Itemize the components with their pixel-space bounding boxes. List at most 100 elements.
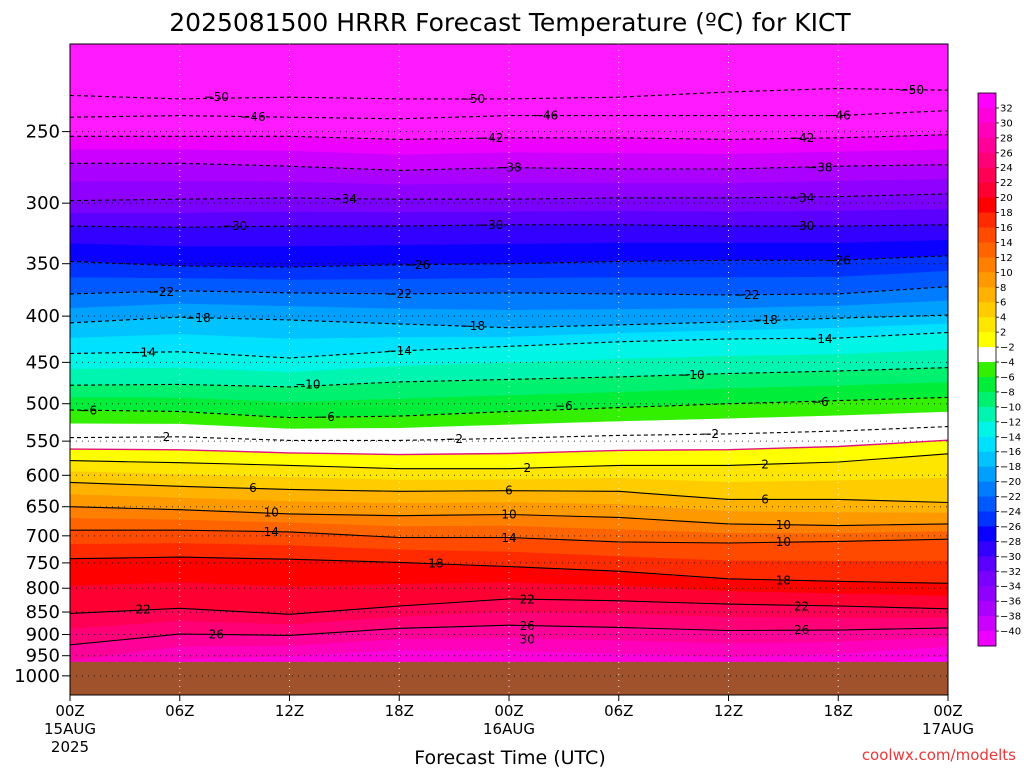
colorbar-label: −18 bbox=[1000, 462, 1021, 473]
contour-label-text: −2 bbox=[701, 427, 719, 441]
y-tick-label: 700 bbox=[26, 526, 60, 547]
colorbar-frame bbox=[977, 92, 997, 647]
freezing-level-line bbox=[70, 439, 948, 456]
y-tick-label: 600 bbox=[26, 465, 60, 486]
colorbar-segment bbox=[978, 451, 996, 468]
x-tick-date: 17AUG bbox=[922, 720, 974, 738]
contour-label-text: −42 bbox=[789, 131, 814, 145]
contour-label: 2 bbox=[761, 458, 769, 472]
contour-label: −18 bbox=[185, 311, 210, 325]
contour-label: −46 bbox=[240, 110, 265, 124]
colorbar-segment bbox=[978, 526, 996, 542]
contour-label-text: −14 bbox=[131, 346, 156, 360]
isotherm-line bbox=[70, 286, 948, 296]
isotherm-line bbox=[70, 556, 948, 584]
contour-label-text: −26 bbox=[405, 258, 430, 272]
colorbar-segment bbox=[978, 332, 996, 348]
contour-label-text: 6 bbox=[249, 481, 257, 495]
colorbar-label: 26 bbox=[1000, 148, 1013, 159]
chart-title: 2025081500 HRRR Forecast Temperature (ºC… bbox=[169, 8, 851, 37]
contour-label: −18 bbox=[460, 319, 485, 333]
contour-label: 6 bbox=[249, 481, 257, 495]
colorbar-segment bbox=[978, 257, 996, 273]
contour-label-text: 14 bbox=[501, 531, 516, 545]
contour-label-text: −50 bbox=[460, 92, 485, 106]
colorbar-label: 32 bbox=[1000, 103, 1013, 114]
contour-label-text: 2 bbox=[761, 458, 769, 472]
colorbar-label: 20 bbox=[1000, 193, 1013, 204]
contour-label: −30 bbox=[789, 219, 814, 233]
contour-label-text: −6 bbox=[317, 410, 335, 424]
isotherm-line bbox=[70, 367, 948, 388]
contour-label: 22 bbox=[794, 599, 809, 613]
contour-label-text: −34 bbox=[332, 192, 357, 206]
y-tick-label: 300 bbox=[26, 193, 60, 214]
plot-area: −50 −50 −50 −46 −46 −46 −42 −42 −38 −38 −34 −34 −30 −… bbox=[70, 44, 948, 695]
contour-label-text: 26 bbox=[520, 619, 535, 633]
contour-label: −10 bbox=[679, 368, 704, 382]
colorbar-label: −26 bbox=[1000, 522, 1021, 533]
colorbar-segment bbox=[978, 197, 996, 214]
ground-below-surface bbox=[70, 661, 948, 695]
contour-label-text: −22 bbox=[387, 287, 412, 301]
colorbar-segment bbox=[978, 212, 996, 229]
colorbar-label: 16 bbox=[1000, 223, 1013, 234]
y-tick-label: 400 bbox=[26, 306, 60, 327]
colorbar-segment bbox=[978, 391, 996, 408]
contour-label: −42 bbox=[478, 131, 503, 145]
contour-label: −26 bbox=[826, 253, 851, 267]
colorbar-label: −12 bbox=[1000, 417, 1021, 428]
colorbar-segment bbox=[978, 137, 996, 154]
isotherm-line bbox=[70, 224, 948, 228]
isotherm-line bbox=[70, 453, 948, 470]
contour-label: −18 bbox=[752, 313, 777, 327]
contour-label-text: −50 bbox=[204, 90, 229, 104]
contour-label-text: −18 bbox=[185, 311, 210, 325]
colorbar-segment bbox=[978, 227, 996, 243]
colorbar-label: −10 bbox=[1000, 402, 1021, 413]
y-tick-label: 250 bbox=[26, 122, 60, 143]
contour-label: 6 bbox=[505, 484, 513, 498]
contour-label-text: 10 bbox=[501, 507, 516, 521]
contour-label: 2 bbox=[523, 461, 531, 475]
isotherm-line bbox=[70, 481, 948, 504]
colorbar-label: 30 bbox=[1000, 118, 1013, 129]
isotherm-line bbox=[70, 529, 948, 544]
colorbar-segment bbox=[978, 317, 996, 333]
contour-label: −50 bbox=[204, 90, 229, 104]
contour-label-text: −6 bbox=[811, 395, 829, 409]
colorbar-segment bbox=[978, 272, 996, 288]
colorbar-label: −36 bbox=[1000, 597, 1021, 608]
contour-label-text: 18 bbox=[428, 556, 443, 570]
colorbar-label: 4 bbox=[1000, 313, 1006, 324]
colorbar-label: −34 bbox=[1000, 582, 1021, 593]
watermark: coolwx.com/modelts bbox=[862, 746, 1016, 764]
isotherm-line bbox=[70, 598, 948, 615]
contour-label-text: −46 bbox=[826, 109, 851, 123]
contour-label: 30 bbox=[520, 633, 535, 647]
contour-label: 26 bbox=[520, 619, 535, 633]
colorbar-label: −8 bbox=[1000, 387, 1015, 398]
colorbar-segment bbox=[978, 122, 996, 139]
ground-fill bbox=[70, 661, 948, 695]
contour-label: −34 bbox=[332, 192, 357, 206]
y-tick-label: 850 bbox=[26, 602, 60, 623]
colorbar-label: −20 bbox=[1000, 477, 1021, 488]
contour-label: −22 bbox=[387, 287, 412, 301]
y-tick-label: 500 bbox=[26, 394, 60, 415]
colorbar-label: 2 bbox=[1000, 328, 1006, 339]
contour-label: −50 bbox=[460, 92, 485, 106]
contour-label-text: 10 bbox=[264, 506, 279, 520]
colorbar-label: −30 bbox=[1000, 552, 1021, 563]
contour-label: −38 bbox=[496, 161, 521, 175]
y-tick-label: 800 bbox=[26, 578, 60, 599]
contour-label: −46 bbox=[533, 109, 558, 123]
colorbar-label: 22 bbox=[1000, 178, 1013, 189]
colorbar-label: 28 bbox=[1000, 133, 1013, 144]
contour-label-text: −2 bbox=[445, 432, 463, 446]
x-tick-date: 16AUG bbox=[483, 720, 535, 738]
contour-label-text: −6 bbox=[555, 399, 573, 413]
colorbar-segment bbox=[978, 287, 996, 303]
contour-label-text: −38 bbox=[807, 161, 832, 175]
contour-label-text: −46 bbox=[240, 110, 265, 124]
